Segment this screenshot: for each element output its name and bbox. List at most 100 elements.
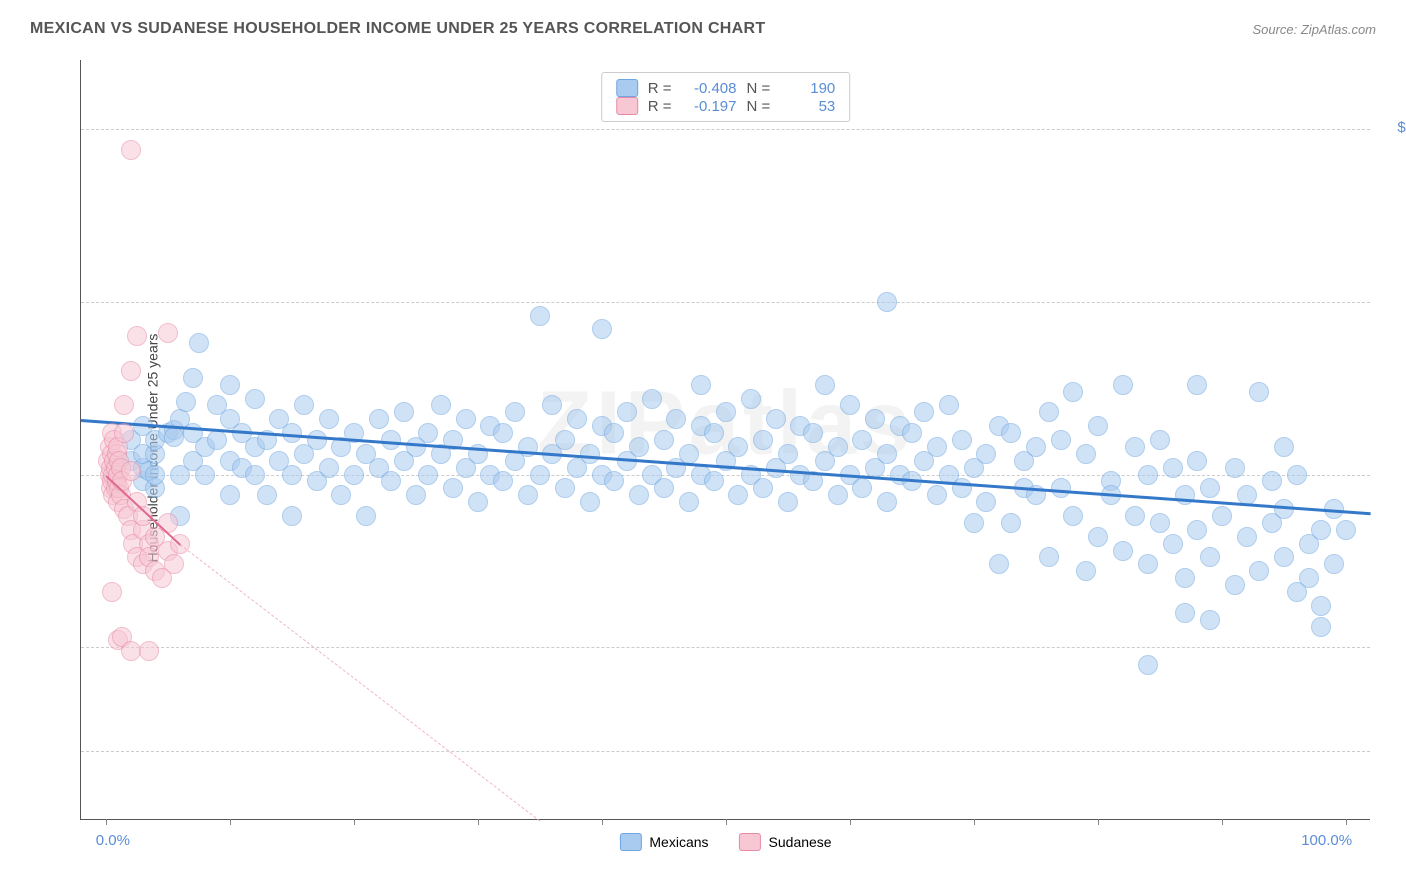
data-point-mexicans	[654, 430, 674, 450]
legend-swatch-icon	[619, 833, 641, 851]
data-point-mexicans	[542, 395, 562, 415]
legend-n-value-sudanese: 53	[780, 98, 835, 115]
x-tick	[478, 819, 479, 825]
data-point-mexicans	[704, 423, 724, 443]
data-point-mexicans	[1274, 499, 1294, 519]
data-point-mexicans	[505, 402, 525, 422]
data-point-mexicans	[766, 409, 786, 429]
x-tick-label: 0.0%	[96, 832, 130, 849]
data-point-mexicans	[778, 444, 798, 464]
data-point-mexicans	[964, 513, 984, 533]
legend-n-label: N =	[747, 80, 771, 97]
data-point-mexicans	[617, 402, 637, 422]
gridline-h	[81, 647, 1370, 648]
x-tick	[1222, 819, 1223, 825]
legend-bottom: Mexicans Sudanese	[619, 833, 831, 851]
data-point-mexicans	[1262, 471, 1282, 491]
data-point-mexicans	[555, 430, 575, 450]
data-point-mexicans	[1039, 547, 1059, 567]
source-attribution: Source: ZipAtlas.com	[1252, 22, 1376, 37]
data-point-mexicans	[493, 423, 513, 443]
data-point-mexicans	[778, 492, 798, 512]
data-point-mexicans	[1026, 437, 1046, 457]
x-tick-label: 100.0%	[1301, 832, 1352, 849]
data-point-mexicans	[518, 485, 538, 505]
data-point-mexicans	[840, 395, 860, 415]
data-point-sudanese	[121, 361, 141, 381]
chart-area: Householder Income Under 25 years ZIPatl…	[30, 48, 1376, 848]
data-point-mexicans	[1150, 430, 1170, 450]
data-point-mexicans	[753, 478, 773, 498]
data-point-sudanese	[121, 641, 141, 661]
data-point-sudanese	[127, 326, 147, 346]
data-point-mexicans	[294, 395, 314, 415]
data-point-mexicans	[877, 444, 897, 464]
data-point-mexicans	[1311, 520, 1331, 540]
data-point-mexicans	[1225, 575, 1245, 595]
data-point-mexicans	[381, 471, 401, 491]
data-point-mexicans	[1225, 458, 1245, 478]
data-point-mexicans	[629, 485, 649, 505]
x-tick	[850, 819, 851, 825]
data-point-mexicans	[1200, 478, 1220, 498]
data-point-mexicans	[828, 485, 848, 505]
x-tick	[726, 819, 727, 825]
data-point-mexicans	[431, 395, 451, 415]
data-point-mexicans	[815, 375, 835, 395]
data-point-mexicans	[567, 409, 587, 429]
data-point-mexicans	[1088, 527, 1108, 547]
x-tick	[1098, 819, 1099, 825]
data-point-mexicans	[753, 430, 773, 450]
x-tick	[1346, 819, 1347, 825]
data-point-mexicans	[245, 465, 265, 485]
data-point-mexicans	[1287, 465, 1307, 485]
data-point-mexicans	[728, 485, 748, 505]
data-point-mexicans	[468, 492, 488, 512]
data-point-mexicans	[1163, 458, 1183, 478]
data-point-mexicans	[642, 389, 662, 409]
data-point-mexicans	[679, 444, 699, 464]
legend-r-label: R =	[648, 98, 672, 115]
data-point-mexicans	[580, 444, 600, 464]
data-point-mexicans	[530, 465, 550, 485]
x-tick	[106, 819, 107, 825]
data-point-mexicans	[1051, 430, 1071, 450]
data-point-mexicans	[716, 402, 736, 422]
data-point-mexicans	[691, 375, 711, 395]
data-point-mexicans	[939, 395, 959, 415]
data-point-mexicans	[189, 333, 209, 353]
data-point-mexicans	[679, 492, 699, 512]
data-point-mexicans	[1249, 561, 1269, 581]
data-point-mexicans	[1274, 547, 1294, 567]
data-point-mexicans	[530, 306, 550, 326]
chart-container: MEXICAN VS SUDANESE HOUSEHOLDER INCOME U…	[0, 0, 1406, 892]
data-point-mexicans	[257, 485, 277, 505]
legend-n-label: N =	[747, 98, 771, 115]
data-point-mexicans	[877, 492, 897, 512]
data-point-mexicans	[1237, 527, 1257, 547]
data-point-mexicans	[728, 437, 748, 457]
data-point-mexicans	[319, 458, 339, 478]
data-point-mexicans	[1212, 506, 1232, 526]
data-point-mexicans	[282, 465, 302, 485]
data-point-mexicans	[220, 485, 240, 505]
data-point-mexicans	[319, 409, 339, 429]
data-point-mexicans	[394, 402, 414, 422]
data-point-mexicans	[629, 437, 649, 457]
data-point-mexicans	[952, 430, 972, 450]
data-point-sudanese	[164, 554, 184, 574]
data-point-mexicans	[604, 471, 624, 491]
data-point-mexicans	[1076, 561, 1096, 581]
data-point-sudanese	[114, 423, 134, 443]
data-point-mexicans	[406, 485, 426, 505]
data-point-mexicans	[1001, 423, 1021, 443]
data-point-mexicans	[976, 444, 996, 464]
gridline-h	[81, 129, 1370, 130]
data-point-mexicans	[1125, 437, 1145, 457]
data-point-mexicans	[1113, 541, 1133, 561]
data-point-mexicans	[1063, 382, 1083, 402]
data-point-mexicans	[282, 506, 302, 526]
data-point-mexicans	[666, 409, 686, 429]
x-tick	[602, 819, 603, 825]
legend-stats-row-mexicans: R = -0.408 N = 190	[616, 79, 836, 97]
